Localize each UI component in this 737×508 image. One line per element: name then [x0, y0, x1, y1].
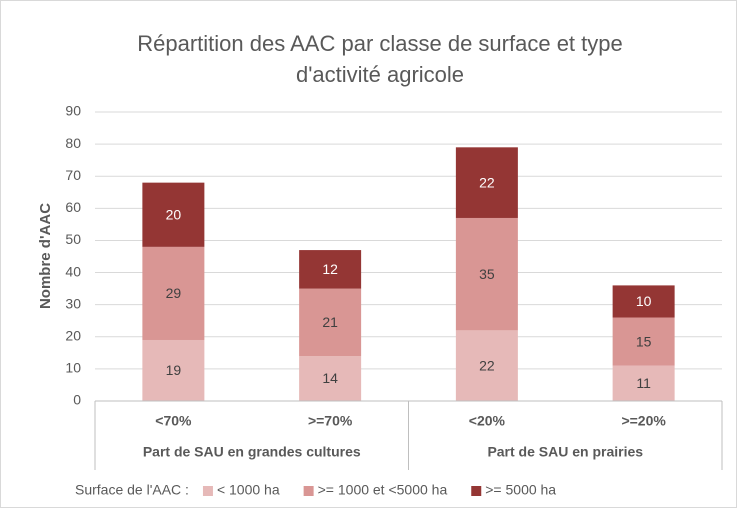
data-label: 10 — [636, 293, 652, 309]
data-label: 14 — [322, 370, 338, 386]
data-label: 22 — [479, 174, 495, 190]
x-tick-label: >=20% — [621, 413, 666, 429]
data-label: 19 — [166, 362, 182, 378]
bar-segment — [612, 365, 675, 401]
data-label: 29 — [166, 285, 182, 301]
bar-segment — [299, 250, 362, 289]
bar-segment — [612, 285, 675, 318]
y-tick-label: 30 — [65, 295, 81, 311]
legend-swatch — [303, 486, 314, 496]
bar-segment — [455, 217, 518, 331]
bar-segment — [455, 330, 518, 401]
data-label: 35 — [479, 266, 495, 282]
legend-label: >= 1000 et <5000 ha — [318, 482, 448, 498]
y-tick-label: 0 — [73, 392, 81, 408]
legend-swatch — [471, 486, 482, 496]
data-label: 12 — [322, 261, 338, 277]
data-label: 21 — [322, 314, 338, 330]
y-tick-label: 80 — [65, 135, 81, 151]
data-label: 22 — [479, 357, 495, 373]
data-label: 15 — [636, 333, 652, 349]
bar-segment — [455, 147, 518, 218]
y-axis-label: Nombre d'AAC — [37, 203, 54, 309]
legend-swatch — [202, 486, 213, 496]
group-label: Part de SAU en grandes cultures — [143, 444, 361, 460]
bar-segment — [142, 246, 205, 340]
y-tick-label: 50 — [65, 231, 81, 247]
legend-label: >= 5000 ha — [485, 482, 556, 498]
bar-segment — [612, 317, 675, 366]
bar-segment — [299, 356, 362, 401]
y-tick-label: 60 — [65, 199, 81, 215]
y-tick-label: 40 — [65, 263, 81, 279]
x-tick-label: <20% — [469, 413, 506, 429]
data-label: 11 — [636, 375, 651, 391]
data-label: 20 — [166, 206, 182, 222]
x-tick-label: <70% — [155, 413, 192, 429]
chart-title: d'activité agricole — [296, 62, 464, 87]
bar-segment — [142, 339, 205, 401]
group-label: Part de SAU en prairies — [487, 444, 643, 460]
chart-title: Répartition des AAC par classe de surfac… — [137, 31, 622, 56]
x-tick-label: >=70% — [308, 413, 353, 429]
y-tick-label: 20 — [65, 327, 81, 343]
y-tick-label: 70 — [65, 167, 81, 183]
legend-label: < 1000 ha — [217, 482, 280, 498]
bar-segment — [142, 182, 205, 247]
y-tick-label: 10 — [65, 360, 81, 376]
bar-segment — [299, 288, 362, 357]
legend-title: Surface de l'AAC : — [75, 482, 189, 498]
y-tick-label: 90 — [65, 103, 81, 119]
